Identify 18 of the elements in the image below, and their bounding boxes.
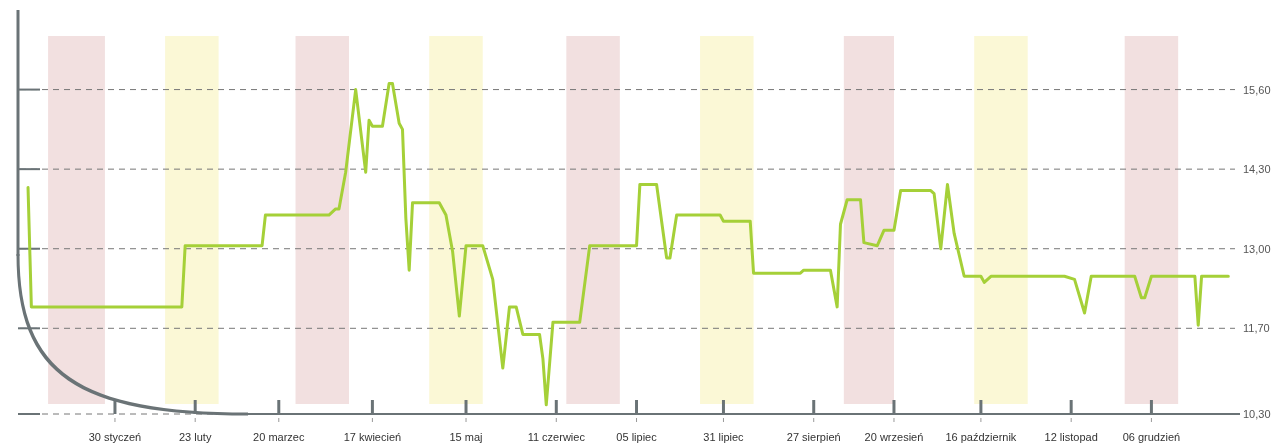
x-tick-label: 16 październik [945,431,1017,443]
x-tick-label: 12 listopad [1044,431,1098,443]
x-tick-label: 31 lipiec [703,431,745,443]
y-tick-label: 11,70 [1243,322,1270,335]
x-tick-label: 20 wrzesień [864,431,924,443]
x-tick-label: 11 czerwiec [527,431,586,443]
y-tick-label: 13,00 [1243,242,1271,255]
x-tick-label: 15 maj [449,431,483,443]
x-tick-label: 23 luty [178,431,212,443]
x-tick-label: 30 styczeń [88,431,142,443]
x-tick-label: 17 kwiecień [343,431,402,443]
x-tick-label: 06 grudzień [1122,431,1181,443]
x-tick-label: 27 sierpień [786,431,841,443]
x-tick-label: 20 marzec [253,431,305,443]
y-tick-label: 10,30 [1243,408,1271,420]
y-tick-label: 14,30 [1243,163,1271,176]
y-tick-label: 15,60 [1243,83,1271,96]
x-tick-label: 05 lipiec [616,431,658,443]
